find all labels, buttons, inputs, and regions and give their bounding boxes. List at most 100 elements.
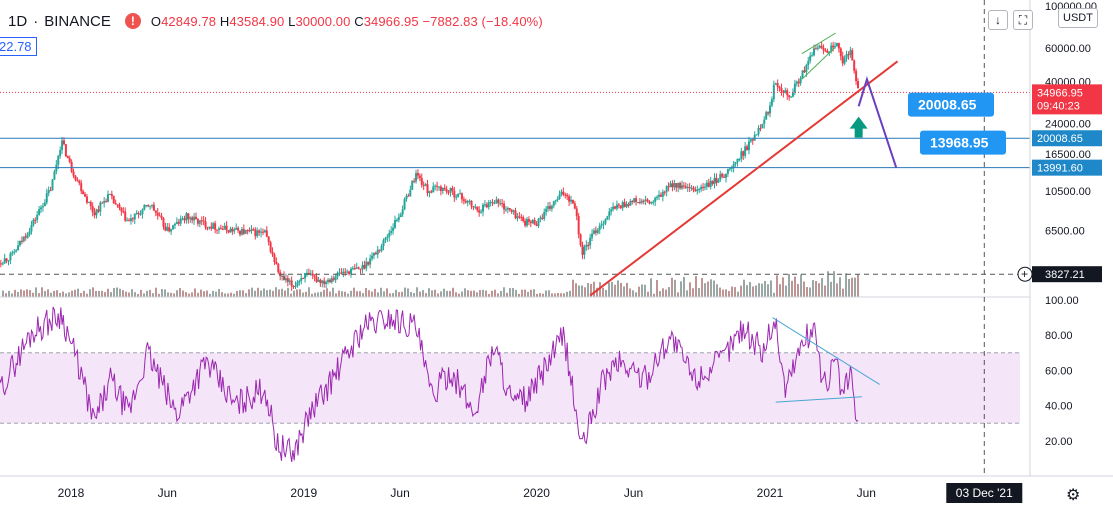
volume-bar [197,292,199,297]
candle-body [261,231,264,233]
volume-bar [470,290,472,297]
candle-body [78,180,81,184]
warning-icon[interactable]: ! [124,13,141,29]
candle-body [606,216,609,220]
currency-badge[interactable]: USDT [1058,8,1098,28]
candle-body [636,201,639,203]
candle-body [32,219,35,226]
candle-body [638,201,641,203]
candle-body [573,203,576,209]
volume-bar [713,280,715,297]
callout-text: 13968.95 [930,135,989,151]
volume-bar [575,283,577,297]
candle-body [715,177,718,183]
volume-bar [740,285,742,297]
volume-bar [386,288,388,297]
volume-bar [665,289,667,297]
candle-body [20,240,23,242]
candle-body [344,271,347,273]
candle-body [843,58,846,64]
candle-body [405,195,408,200]
volume-bar [647,291,649,297]
rsi-pane[interactable] [0,306,1020,462]
volume-bar [467,290,469,297]
volume-bar [515,290,517,297]
candle-body [172,225,175,230]
candle-body [328,279,331,283]
volume-bar [602,287,604,297]
candle-body [166,227,169,231]
candle-body [460,193,463,200]
candle-body [101,202,104,204]
candle-body [114,203,117,205]
candle-body [732,163,735,168]
candle-body [436,185,439,187]
volume-bar [212,290,214,297]
volume-bar [329,291,331,297]
volume-bar [17,292,19,297]
volume-bar [596,287,598,297]
candle-body [200,220,203,222]
candle-body [133,213,136,220]
volume-bar [353,287,355,297]
candle-body [168,227,171,232]
candle-body [210,226,213,229]
volume-bar [164,289,166,297]
price-pane[interactable] [0,32,1030,297]
candle-body [652,201,655,203]
volume-bar [638,286,640,297]
interval-label[interactable]: 1D [8,12,28,30]
candle-body [816,47,819,49]
download-icon[interactable]: ↓ [988,10,1008,30]
up-arrow-icon [849,116,868,138]
candle-body [30,225,33,232]
candle-body [214,223,217,230]
candle-body [403,199,406,210]
year-tick-label: 2018 [58,486,85,500]
candle-body [59,149,62,157]
volume-bar [641,284,643,297]
candle-body [137,212,140,215]
candle-body [772,84,775,100]
volume-bar [161,289,163,297]
candle-body [11,252,14,254]
candle-body [87,201,90,203]
volume-bar [218,288,220,297]
candle-body [407,195,410,197]
candle-body [420,177,423,185]
candle-body [734,162,737,164]
volume-bar [680,281,682,297]
candle-body [692,187,695,190]
candle-body [654,197,657,202]
volume-bar [230,292,232,297]
candle-body [669,183,672,187]
axis-labels: 100000.0060000.0040000.0024000.0016500.0… [58,1,1102,503]
candle-body [248,230,251,232]
volume-bar [89,289,91,297]
candle-body [770,99,773,106]
candle-body [399,214,402,217]
candle-body [175,221,178,224]
volume-bar [482,289,484,297]
candle-body [726,169,729,174]
volume-bar [758,283,760,297]
candle-body [449,188,452,193]
fullscreen-icon[interactable]: ⛶ [1013,10,1033,30]
candle-body [363,265,366,269]
exchange-label[interactable]: BINANCE [44,12,111,30]
candle-body [89,201,92,207]
volume-bar [836,283,838,297]
candle-body [432,186,435,193]
candle-body [147,205,150,207]
candle-body [51,179,54,191]
candle-body [307,272,310,275]
candle-body [719,173,722,180]
candle-body [422,184,425,186]
candle-body [784,90,787,93]
gear-icon[interactable]: ⚙ [1066,487,1081,504]
volume-bar [158,293,160,297]
candle-body [26,234,29,238]
volume-bar [302,292,304,297]
candle-body [809,55,812,61]
